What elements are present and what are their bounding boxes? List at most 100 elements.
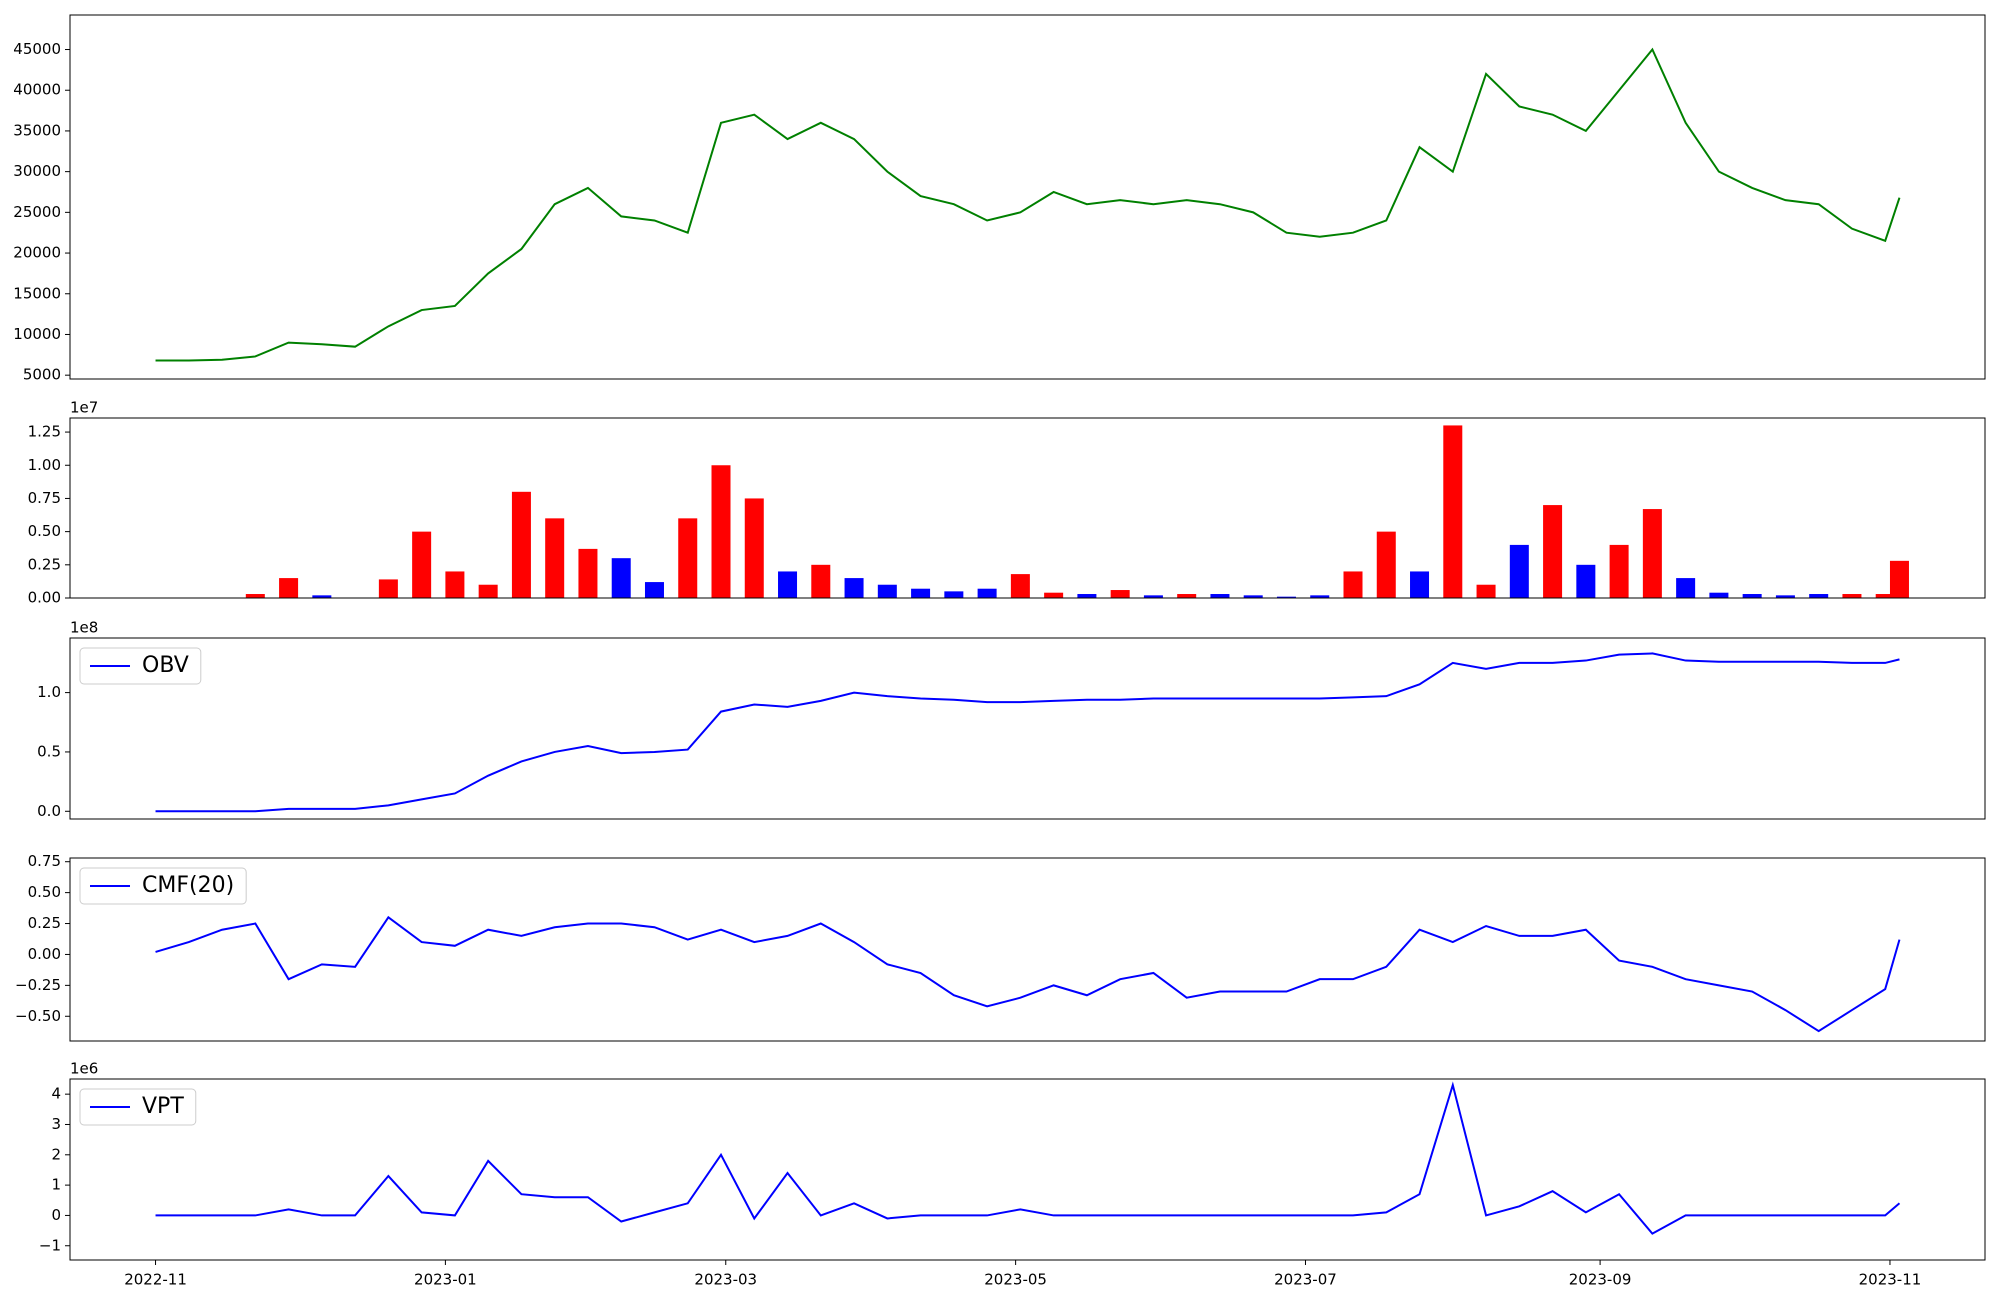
- bar: [1676, 578, 1696, 598]
- legend: OBV: [79, 647, 202, 685]
- bar: [1642, 509, 1662, 598]
- bar: [1443, 425, 1463, 598]
- bar: [1775, 595, 1795, 598]
- x-tick-label: 2023-11: [1859, 1271, 1922, 1289]
- bar: [711, 465, 731, 598]
- y-tick-label: 20000: [13, 244, 61, 262]
- bar: [478, 584, 498, 598]
- line: [155, 1081, 1901, 1235]
- bar: [1276, 596, 1296, 598]
- bar: [844, 578, 864, 598]
- bar: [1576, 564, 1596, 598]
- bar: [578, 548, 598, 598]
- x-tick-label: 2022-11: [124, 1271, 187, 1289]
- bar: [1110, 590, 1130, 598]
- y-tick-label: 40000: [13, 81, 61, 99]
- y-tick-label: −0.50: [15, 1007, 61, 1025]
- bar: [944, 591, 964, 598]
- x-tick-label: 2023-03: [694, 1271, 757, 1289]
- y-tick-label: 4: [51, 1085, 61, 1103]
- legend-label: VPT: [142, 1094, 184, 1119]
- bar: [644, 582, 664, 598]
- bar: [911, 588, 931, 598]
- bar: [1875, 594, 1895, 598]
- bar: [744, 498, 764, 598]
- y-tick-label: 5000: [23, 366, 61, 384]
- bar: [1177, 594, 1197, 598]
- bar: [1543, 505, 1563, 598]
- bar: [678, 518, 698, 598]
- line: [155, 47, 1901, 362]
- bar: [778, 571, 798, 598]
- bar: [1809, 594, 1829, 598]
- panel: −0.50 −0.25 0.00 0.25 0.50 0.75 CMF(20): [15, 852, 1986, 1042]
- panel: 0.0 0.5 1.0 1e8 OBV: [37, 619, 1986, 820]
- legend-box: [79, 1088, 197, 1126]
- y-tick-label: 0.75: [28, 489, 61, 507]
- y-tick-label: 25000: [13, 203, 61, 221]
- bar: [1889, 560, 1909, 598]
- y-tick-label: 0.75: [28, 852, 61, 870]
- bar: [1077, 594, 1097, 598]
- offset-label: 1e8: [70, 619, 98, 637]
- y-tick-label: 45000: [13, 40, 61, 58]
- y-tick-label: −0.25: [15, 976, 61, 994]
- bar: [1609, 544, 1629, 598]
- y-tick-label: 1.25: [28, 423, 61, 441]
- bar: [1010, 574, 1030, 598]
- y-tick-label: 0.00: [28, 589, 61, 607]
- bar: [412, 531, 432, 598]
- bar: [1143, 595, 1163, 598]
- axes-frame: [69, 417, 1986, 599]
- y-tick-label: 0.0: [37, 802, 61, 820]
- y-tick-label: 3: [51, 1115, 61, 1133]
- bar: [279, 578, 299, 598]
- bar: [545, 518, 565, 598]
- line: [155, 652, 1900, 813]
- bar: [511, 491, 531, 598]
- y-tick-label: 1.0: [37, 683, 61, 701]
- y-tick-label: 0.00: [28, 945, 61, 963]
- bar: [312, 595, 332, 598]
- bar: [1210, 594, 1230, 598]
- bar: [1410, 571, 1430, 598]
- bar: [1243, 595, 1263, 598]
- x-tick-label: 2023-05: [984, 1271, 1047, 1289]
- y-tick-label: 15000: [13, 284, 61, 302]
- bar: [1376, 531, 1396, 598]
- bar: [811, 564, 831, 598]
- y-tick-label: 0: [51, 1206, 61, 1224]
- y-tick-label: 0.50: [28, 522, 61, 540]
- y-tick-label: 0.5: [37, 742, 61, 760]
- bar: [445, 571, 465, 598]
- y-tick-label: 2: [51, 1145, 61, 1163]
- y-tick-label: 35000: [13, 121, 61, 139]
- legend-label: OBV: [142, 653, 189, 678]
- bar: [1842, 594, 1862, 598]
- legend: VPT: [79, 1088, 197, 1126]
- y-tick-label: −1: [39, 1236, 61, 1254]
- y-tick-label: 1: [51, 1176, 61, 1194]
- bar: [611, 558, 631, 598]
- panel: 5000 10000 15000 20000 25000 30000 35000 40000 4…: [13, 14, 1986, 384]
- bar: [877, 584, 897, 598]
- bar: [977, 588, 997, 598]
- y-tick-label: 10000: [13, 325, 61, 343]
- axes-frame: [69, 857, 1986, 1042]
- y-tick-label: 0.25: [28, 555, 61, 573]
- y-tick-label: 1.00: [28, 456, 61, 474]
- panel: −1 0 1 2 3 4 1e6 2022-11 2023-01 2023-03 2023-05 20…: [39, 1060, 1986, 1289]
- x-tick-label: 2023-07: [1274, 1271, 1337, 1289]
- legend-box: [79, 867, 247, 905]
- bar: [378, 579, 398, 598]
- bar: [1310, 595, 1330, 598]
- bar: [1742, 594, 1762, 598]
- legend-label: CMF(20): [142, 873, 234, 898]
- bar: [1709, 592, 1729, 598]
- offset-label: 1e7: [70, 399, 98, 417]
- panel: 0.00 0.25 0.50 0.75 1.00 1.25 1e7: [28, 399, 1986, 607]
- x-tick-label: 2023-09: [1569, 1271, 1632, 1289]
- line: [155, 915, 1901, 1033]
